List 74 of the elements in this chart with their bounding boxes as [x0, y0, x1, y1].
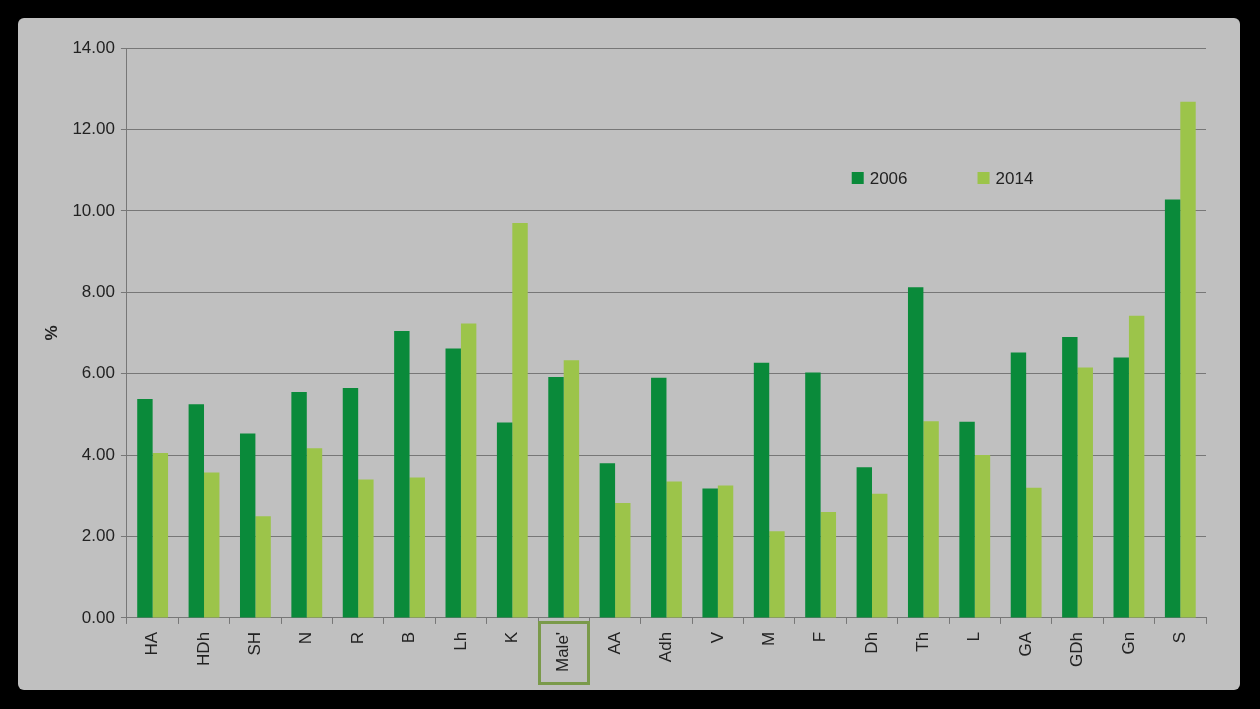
- bar: [1010, 352, 1027, 618]
- x-tick-label: HA: [142, 631, 162, 656]
- bar: [1077, 367, 1093, 618]
- x-tick-label: GA: [1015, 631, 1035, 657]
- y-tick-label: 8.00: [81, 281, 115, 301]
- bar: [615, 503, 631, 618]
- x-tick-label: Male': [553, 631, 573, 672]
- y-tick-label: 14.00: [72, 37, 115, 57]
- bar: [820, 512, 837, 618]
- bar: [702, 488, 718, 618]
- x-tick-label: S: [1170, 631, 1189, 644]
- bar: [872, 493, 888, 618]
- x-tick-label: AA: [604, 631, 624, 655]
- bar: [358, 479, 374, 618]
- x-tick-label: B: [399, 631, 419, 644]
- bar: [923, 421, 939, 618]
- bar: [460, 323, 477, 618]
- bar: [445, 348, 461, 618]
- bar: [548, 376, 564, 618]
- bar: [291, 391, 307, 618]
- bar: [1164, 199, 1181, 618]
- bar: [1180, 101, 1196, 618]
- y-tick-label: 12.00: [72, 119, 115, 139]
- x-tick-label: Dh: [861, 631, 881, 654]
- bar: [753, 362, 770, 618]
- x-tick-label: R: [347, 631, 367, 645]
- y-tick-label: 2.00: [81, 526, 115, 546]
- x-tick-label: Th: [913, 631, 933, 652]
- bar: [805, 372, 821, 618]
- x-tick-label: V: [707, 631, 727, 644]
- bar: [1128, 315, 1145, 618]
- bar: [974, 455, 991, 618]
- bar: [599, 463, 616, 618]
- bar: [512, 223, 528, 618]
- bar: [394, 330, 410, 618]
- legend-label: 2014: [995, 168, 1034, 188]
- bar: [769, 531, 785, 618]
- legend-label: 2006: [869, 168, 908, 188]
- bar: [959, 421, 975, 618]
- y-axis-title: %: [41, 325, 61, 341]
- bar: [255, 516, 271, 618]
- bar: [409, 477, 425, 618]
- x-tick-label: HDh: [193, 631, 213, 666]
- y-tick-label: 4.00: [81, 444, 115, 464]
- bar: [152, 453, 169, 618]
- x-tick-label: L: [964, 631, 984, 642]
- bar: [907, 287, 924, 618]
- x-tick-label: Lh: [450, 631, 470, 651]
- bar: [137, 398, 153, 618]
- bar: [856, 467, 873, 618]
- bar: [666, 481, 682, 618]
- y-tick-label: 0.00: [81, 607, 115, 627]
- x-tick-label: Adh: [656, 631, 676, 663]
- y-tick-label: 10.00: [72, 200, 115, 220]
- bar: [306, 448, 323, 618]
- x-tick-label: GDh: [1067, 631, 1087, 667]
- x-tick-label: K: [502, 631, 522, 644]
- bar: [1026, 487, 1042, 618]
- bar: [563, 360, 580, 618]
- x-tick-label: SH: [245, 631, 265, 656]
- x-tick-label: F: [810, 631, 830, 643]
- bar: [239, 433, 256, 618]
- x-tick-label: M: [758, 631, 778, 647]
- bar: [1113, 357, 1129, 618]
- y-tick-label: 6.00: [81, 363, 115, 383]
- bar: [1062, 337, 1078, 618]
- bar: [651, 377, 667, 618]
- bar: [188, 404, 205, 618]
- bar: [342, 387, 359, 618]
- bar: [717, 485, 734, 618]
- bar: [204, 472, 220, 618]
- x-tick-label: N: [296, 631, 316, 645]
- bar: [496, 422, 513, 618]
- x-tick-label: Gn: [1118, 631, 1138, 655]
